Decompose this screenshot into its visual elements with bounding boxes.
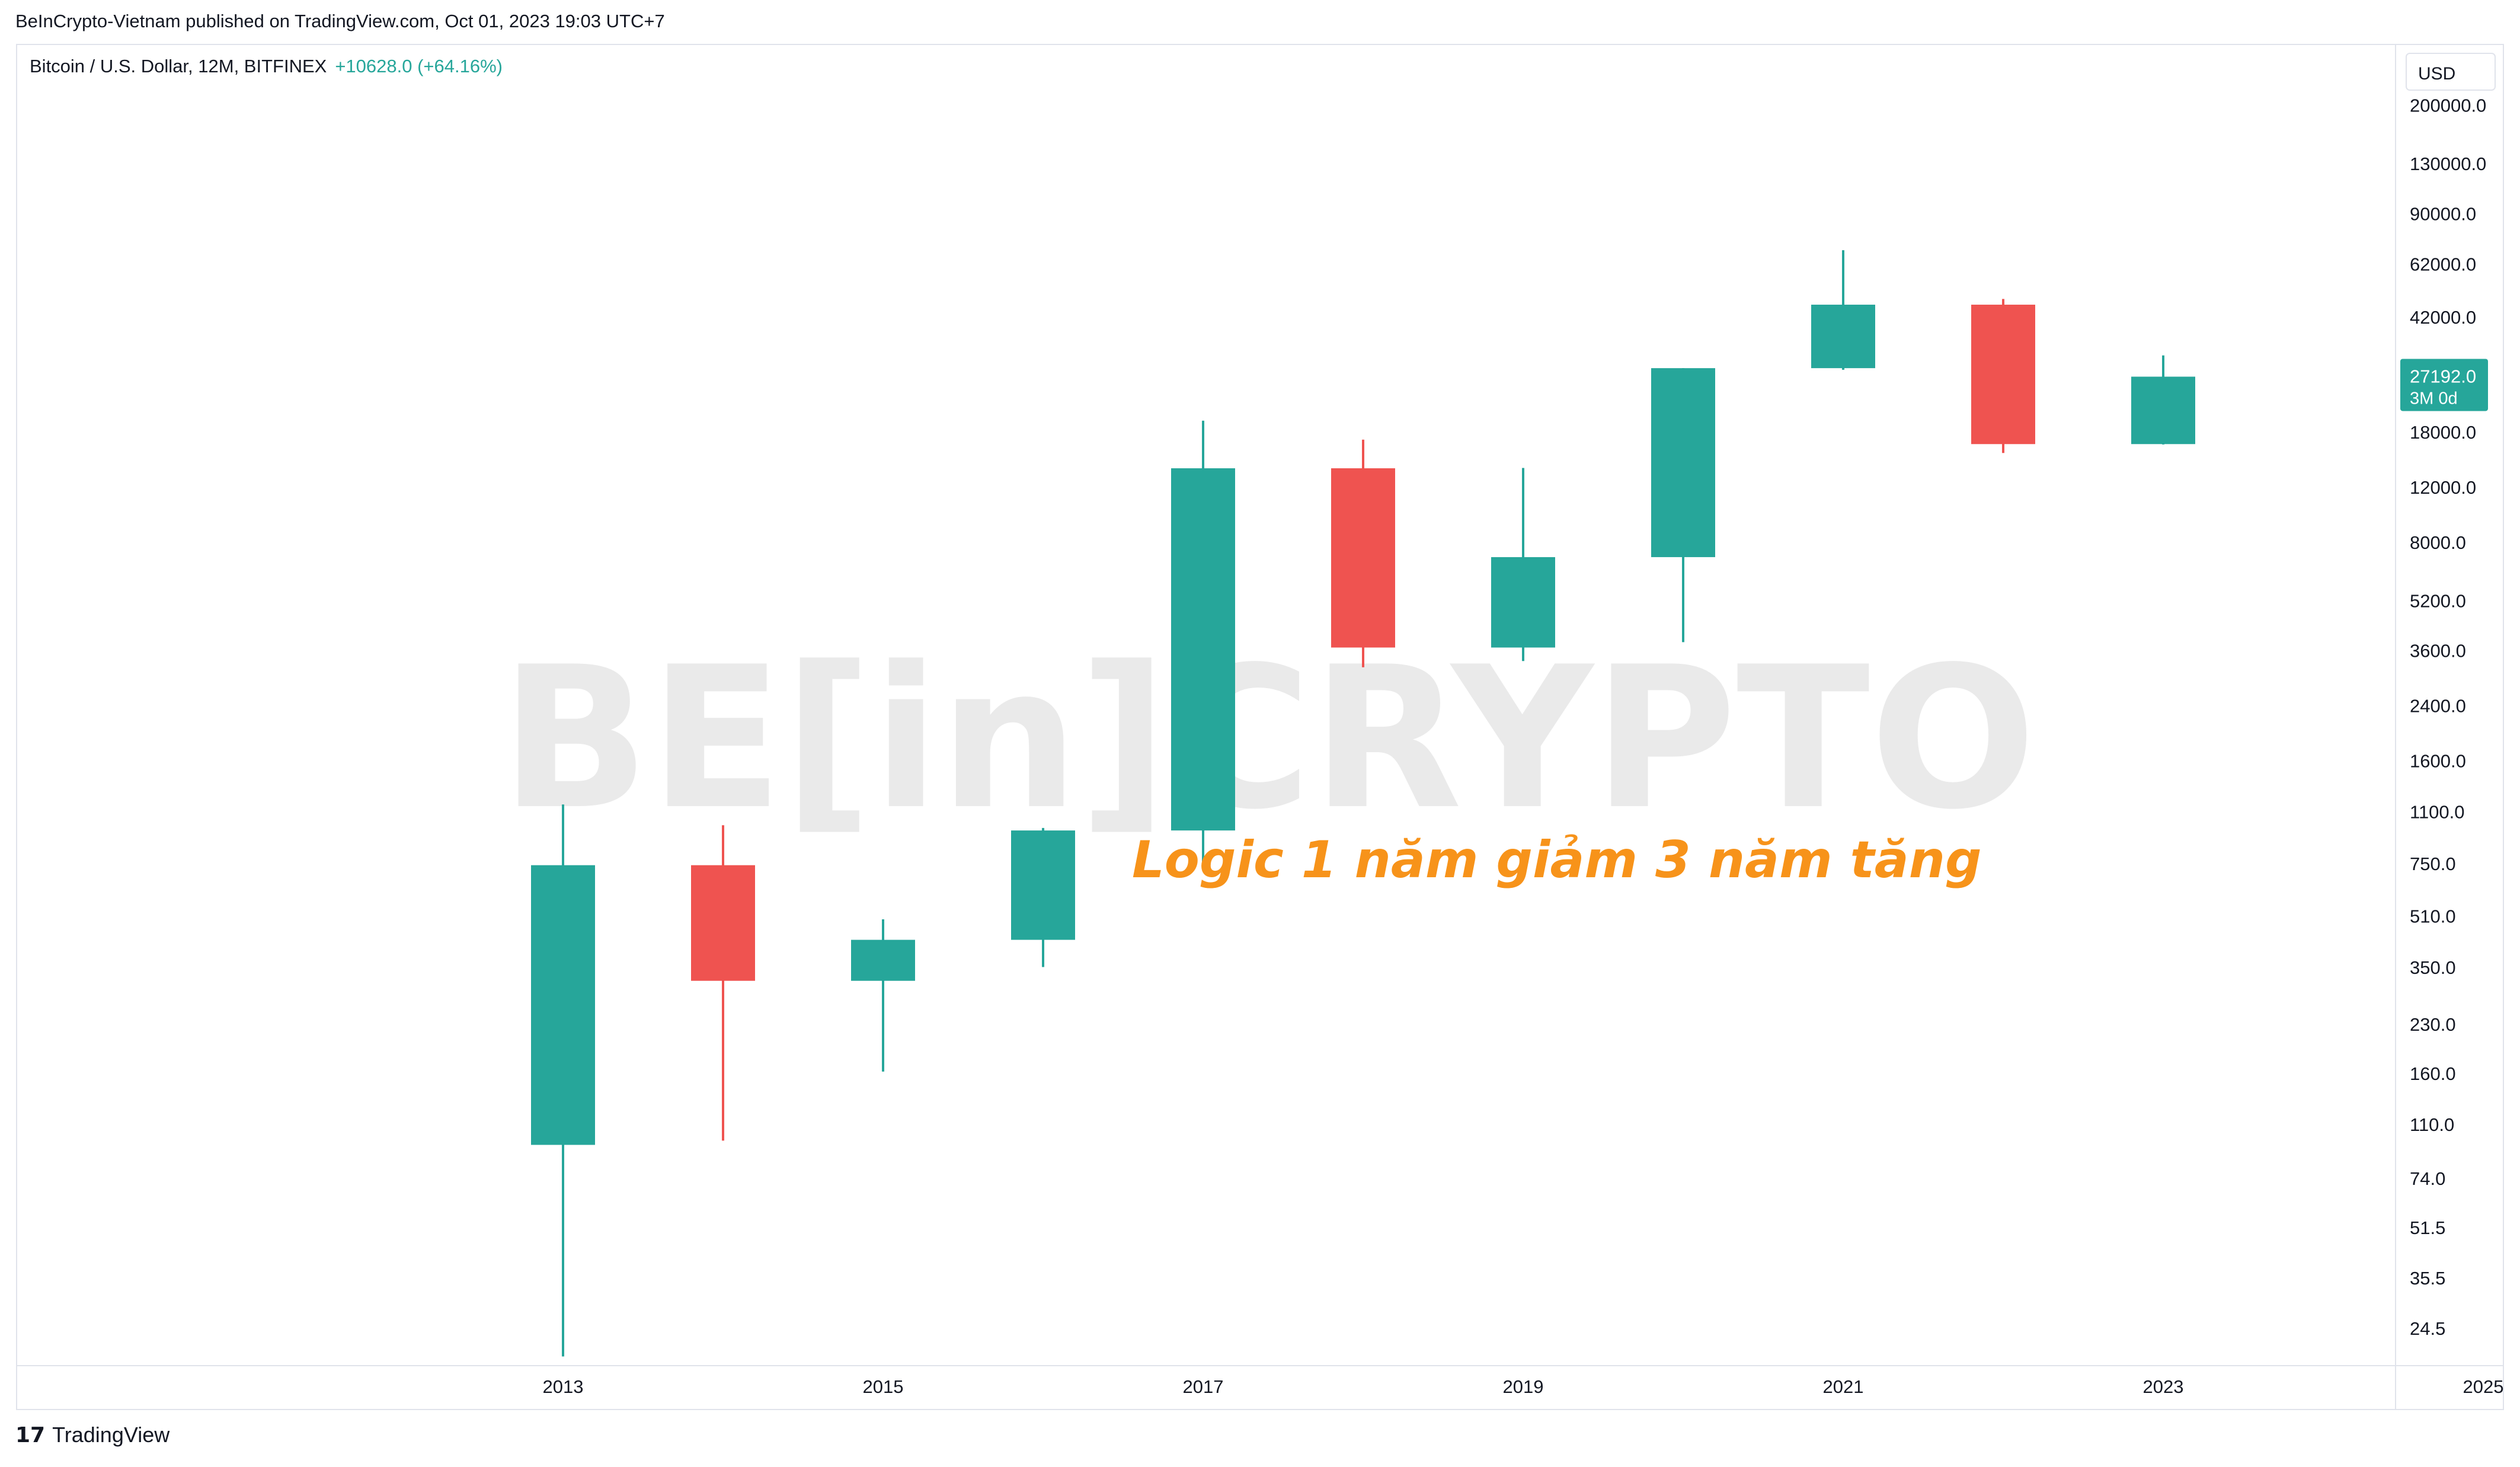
candle-body[interactable] bbox=[851, 939, 915, 981]
y-tick-label: 62000.0 bbox=[2410, 254, 2476, 275]
watermark-logo: BE[in]CRYPTO bbox=[500, 625, 2036, 852]
footer[interactable]: 17 TradingView bbox=[15, 1423, 170, 1447]
y-tick-label: 42000.0 bbox=[2410, 307, 2476, 328]
candle-body[interactable] bbox=[1811, 305, 1875, 369]
y-tick-label: 74.0 bbox=[2410, 1168, 2445, 1189]
x-tick-label: 2017 bbox=[1183, 1376, 1224, 1397]
price-tag bbox=[2400, 359, 2488, 411]
y-tick-label: 230.0 bbox=[2410, 1014, 2456, 1035]
y-tick-label: 1600.0 bbox=[2410, 751, 2466, 772]
y-tick-label: 200000.0 bbox=[2410, 95, 2486, 116]
y-tick-label: 350.0 bbox=[2410, 957, 2456, 978]
currency-label[interactable]: USD bbox=[2418, 64, 2455, 84]
footer-brand[interactable]: TradingView bbox=[52, 1423, 170, 1447]
y-tick-label: 24.5 bbox=[2410, 1318, 2445, 1339]
y-tick-label: 510.0 bbox=[2410, 906, 2456, 927]
price-tag-value: 27192.0 bbox=[2410, 366, 2476, 386]
candle-body[interactable] bbox=[1171, 468, 1235, 831]
candle-body[interactable] bbox=[691, 865, 755, 981]
candle-body[interactable] bbox=[1491, 557, 1555, 648]
y-tick-label: 750.0 bbox=[2410, 854, 2456, 874]
y-tick-label: 35.5 bbox=[2410, 1268, 2445, 1289]
symbol-label[interactable]: Bitcoin / U.S. Dollar, 12M, BITFINEX bbox=[30, 56, 327, 76]
y-tick-label: 90000.0 bbox=[2410, 203, 2476, 224]
y-tick-label: 5200.0 bbox=[2410, 590, 2466, 611]
candle-body[interactable] bbox=[531, 865, 595, 1145]
y-tick-label: 1100.0 bbox=[2410, 801, 2465, 822]
x-tick-label: 2013 bbox=[543, 1376, 584, 1397]
y-tick-label: 160.0 bbox=[2410, 1063, 2456, 1084]
chart-annotation: Logic 1 năm giảm 3 năm tăng bbox=[1132, 830, 1982, 890]
currency-button[interactable] bbox=[2406, 53, 2496, 91]
y-tick-label: 8000.0 bbox=[2410, 532, 2466, 553]
y-tick-label: 18000.0 bbox=[2410, 422, 2476, 443]
price-tag-countdown: 3M 0d bbox=[2410, 389, 2458, 408]
tradingview-logo-icon[interactable]: 17 bbox=[15, 1423, 46, 1447]
x-tick-label: 2021 bbox=[1823, 1376, 1864, 1397]
x-tick-label: 2015 bbox=[863, 1376, 904, 1397]
y-tick-label: 51.5 bbox=[2410, 1217, 2445, 1238]
x-tick-label: 2019 bbox=[1503, 1376, 1544, 1397]
y-tick-label: 3600.0 bbox=[2410, 641, 2466, 661]
y-tick-label: 110.0 bbox=[2410, 1114, 2454, 1135]
change-label: +10628.0 (+64.16%) bbox=[335, 56, 503, 76]
y-tick-label: 2400.0 bbox=[2410, 696, 2466, 717]
candle-body[interactable] bbox=[1971, 305, 2035, 445]
x-tick-label: 2025 bbox=[2463, 1376, 2504, 1397]
candle-body[interactable] bbox=[2131, 376, 2195, 445]
chart-legend[interactable]: Bitcoin / U.S. Dollar, 12M, BITFINEX +106… bbox=[30, 56, 503, 77]
y-tick-label: 130000.0 bbox=[2410, 154, 2486, 174]
x-tick-label: 2023 bbox=[2143, 1376, 2184, 1397]
y-tick-label: 12000.0 bbox=[2410, 477, 2476, 498]
candle-body[interactable] bbox=[1011, 830, 1075, 940]
publisher-line: BeInCrypto-Vietnam published on TradingV… bbox=[15, 11, 665, 31]
candle-body[interactable] bbox=[1651, 368, 1715, 557]
candle-body[interactable] bbox=[1331, 468, 1395, 648]
chart-frame bbox=[16, 44, 2504, 1410]
